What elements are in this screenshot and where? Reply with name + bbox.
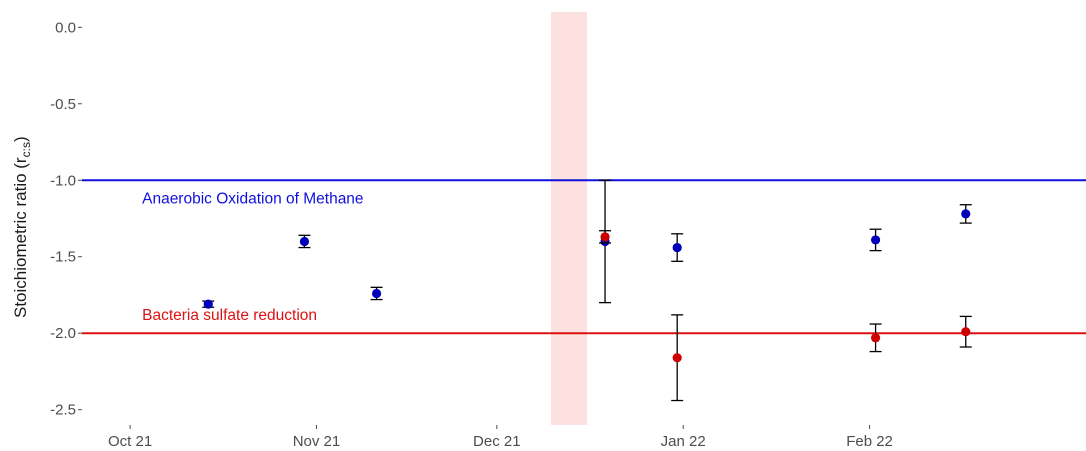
x-tick-label: Nov 21: [293, 433, 341, 450]
data-point: [961, 209, 971, 219]
data-point: [870, 333, 881, 343]
data-point-group: [671, 314, 684, 402]
data-point-group: [599, 230, 612, 244]
x-tick-label: Oct 21: [108, 433, 152, 450]
data-point-group: [671, 233, 684, 262]
highlight-band-layer: [550, 12, 588, 425]
data-point: [870, 235, 881, 245]
y-tick-label: -2.5: [50, 402, 76, 419]
data-point: [203, 299, 213, 309]
y-tick-label: 0.0: [55, 19, 76, 36]
data-point: [299, 236, 310, 247]
y-axis-label-close: ): [11, 136, 30, 142]
y-tick-label: -0.5: [50, 96, 76, 113]
data-point: [371, 288, 382, 299]
reference-line-label-0: Anaerobic Oxidation of Methane: [142, 191, 363, 208]
data-point-group: [869, 323, 882, 353]
y-axis-ticks: 0.0 -0.5 -1.0 -1.5 -2.0 -2.5: [50, 19, 82, 419]
y-axis-label-main: Stoichiometric ratio (r: [11, 157, 30, 318]
data-point-group: [959, 204, 972, 224]
x-axis-ticks: Oct 21 Nov 21 Dec 21 Jan 22 Feb 22: [108, 425, 893, 450]
data-point: [600, 232, 610, 242]
data-point: [672, 242, 682, 253]
y-tick-label: -2.0: [50, 325, 76, 342]
data-point-group: [202, 299, 215, 309]
y-tick-label: -1.5: [50, 249, 76, 266]
y-axis-label-subscript: c:s: [19, 142, 33, 157]
axes-layer: 0.0 -0.5 -1.0 -1.5 -2.0 -2.5 Oct 21 Nov 21 Dec …: [50, 19, 893, 450]
highlight-band: [550, 12, 588, 425]
reference-line-label-1: Bacteria sulfate reduction: [142, 307, 317, 324]
x-tick-label: Dec 21: [473, 433, 521, 450]
data-point-group: [959, 315, 972, 348]
data-points-layer: [202, 179, 972, 402]
x-tick-label: Feb 22: [846, 433, 893, 450]
x-tick-label: Jan 22: [661, 433, 706, 450]
data-point-group: [298, 234, 311, 249]
data-point: [961, 327, 971, 337]
data-point-group: [869, 228, 882, 252]
reference-lines-layer: Anaerobic Oxidation of Methane Bacteria s…: [82, 179, 1086, 335]
y-tick-label: -1.0: [50, 172, 76, 189]
y-axis-label: Stoichiometric ratio (rc:s): [11, 136, 33, 318]
data-point-group: [370, 286, 383, 301]
data-point: [672, 353, 682, 363]
